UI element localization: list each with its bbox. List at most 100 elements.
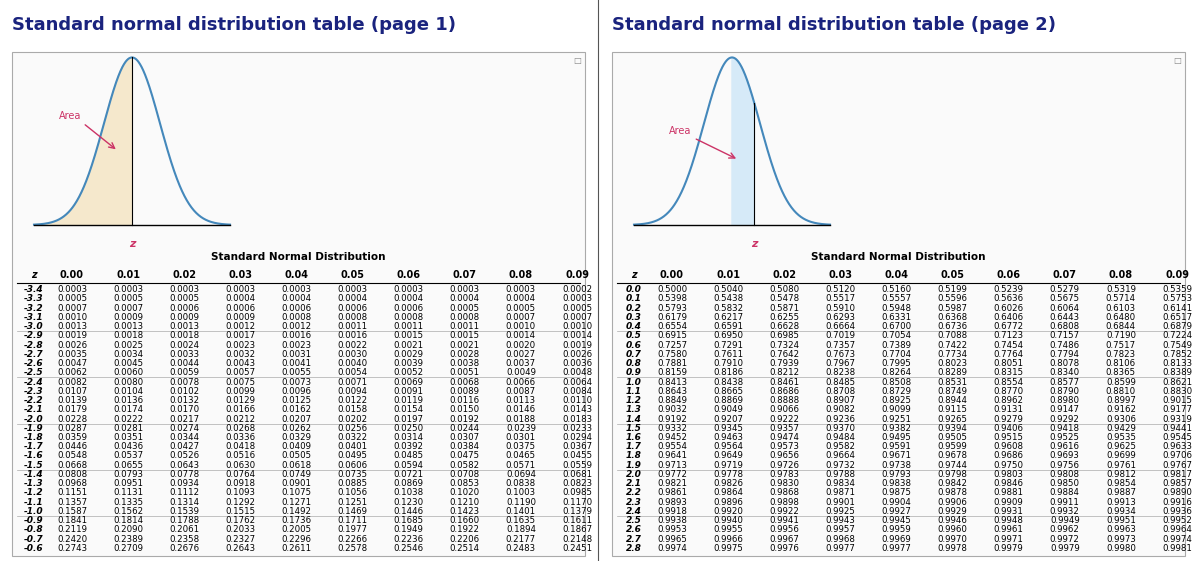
Text: 0.5517: 0.5517 (826, 295, 856, 304)
Text: 0.1867: 0.1867 (562, 526, 592, 535)
Text: 0.9978: 0.9978 (937, 544, 967, 553)
Text: 0.9955: 0.9955 (713, 526, 743, 535)
Text: 0.8051: 0.8051 (994, 359, 1024, 368)
Text: -0.8: -0.8 (24, 526, 44, 535)
Text: 0.9803: 0.9803 (994, 470, 1024, 479)
Text: 0.9608: 0.9608 (994, 442, 1024, 451)
Text: 0.01: 0.01 (716, 270, 740, 280)
Text: 0.8264: 0.8264 (881, 368, 912, 378)
Text: 0.9429: 0.9429 (1106, 424, 1136, 433)
Text: 0.9979: 0.9979 (994, 544, 1024, 553)
Text: 0.8340: 0.8340 (1050, 368, 1080, 378)
Text: 0.1210: 0.1210 (450, 498, 480, 507)
Text: 0.6443: 0.6443 (1050, 313, 1080, 322)
Text: 0.0951: 0.0951 (113, 479, 143, 488)
Text: 1.1: 1.1 (626, 387, 642, 396)
Text: 0.0011: 0.0011 (394, 322, 424, 331)
Text: 0.8531: 0.8531 (937, 378, 967, 387)
Text: 0.6517: 0.6517 (1162, 313, 1192, 322)
Text: 0.8365: 0.8365 (1106, 368, 1136, 378)
Text: 0.2546: 0.2546 (394, 544, 424, 553)
Text: 2.2: 2.2 (626, 489, 642, 498)
Text: 0.9671: 0.9671 (882, 452, 912, 461)
Text: 0.0023: 0.0023 (226, 341, 256, 350)
Text: 0.8621: 0.8621 (1162, 378, 1192, 387)
Text: 0.6103: 0.6103 (1106, 304, 1136, 312)
Text: 0.9441: 0.9441 (1162, 424, 1192, 433)
Text: 0.0146: 0.0146 (506, 405, 536, 414)
Text: 0.9981: 0.9981 (1162, 544, 1192, 553)
Text: 0.9699: 0.9699 (1106, 452, 1135, 461)
Text: 0.8315: 0.8315 (994, 368, 1024, 378)
Text: 0.0026: 0.0026 (562, 350, 592, 359)
Text: 0.0392: 0.0392 (394, 442, 424, 451)
Text: 0.5714: 0.5714 (1106, 295, 1136, 304)
Text: 0.0034: 0.0034 (113, 350, 143, 359)
Text: 0.1841: 0.1841 (56, 516, 88, 525)
Text: -2.7: -2.7 (24, 350, 44, 359)
Text: 0.0005: 0.0005 (450, 304, 480, 312)
Text: 0.9236: 0.9236 (826, 415, 856, 424)
Text: 0.5319: 0.5319 (1106, 285, 1136, 294)
Text: 0.0465: 0.0465 (506, 452, 536, 461)
Text: 0.0110: 0.0110 (562, 396, 592, 405)
Text: 0.9925: 0.9925 (826, 507, 856, 516)
Text: 0.0020: 0.0020 (506, 341, 536, 350)
Text: 0.9616: 0.9616 (1050, 442, 1080, 451)
Text: 0.7123: 0.7123 (994, 332, 1024, 341)
Text: 0.0062: 0.0062 (56, 368, 88, 378)
Text: 0.7823: 0.7823 (1106, 350, 1136, 359)
Text: 0.0367: 0.0367 (562, 442, 592, 451)
Text: 0.9535: 0.9535 (1106, 433, 1136, 442)
Text: 0.9943: 0.9943 (826, 516, 856, 525)
Text: 0.0409: 0.0409 (282, 442, 312, 451)
Text: 0.0057: 0.0057 (226, 368, 256, 378)
Text: 0.0044: 0.0044 (169, 359, 199, 368)
Text: 0.6950: 0.6950 (713, 332, 743, 341)
Text: 0.6985: 0.6985 (769, 332, 799, 341)
Text: 0.5040: 0.5040 (713, 285, 743, 294)
Text: 0.0017: 0.0017 (226, 332, 256, 341)
Text: 0.2514: 0.2514 (450, 544, 480, 553)
Text: -2.2: -2.2 (24, 396, 44, 405)
Text: 0.9798: 0.9798 (937, 470, 967, 479)
Text: -3.4: -3.4 (24, 285, 44, 294)
Text: 0.9940: 0.9940 (713, 516, 743, 525)
Text: 0.0003: 0.0003 (506, 285, 536, 294)
Text: 0.5910: 0.5910 (826, 304, 856, 312)
Text: 0.8980: 0.8980 (1050, 396, 1080, 405)
Text: 0.0104: 0.0104 (113, 387, 143, 396)
Text: 0.0013: 0.0013 (169, 322, 199, 331)
Text: 0.6331: 0.6331 (881, 313, 912, 322)
Text: 0.0446: 0.0446 (56, 442, 88, 451)
Text: 0.0401: 0.0401 (337, 442, 367, 451)
Text: 0.6772: 0.6772 (994, 322, 1024, 331)
Text: 0.8665: 0.8665 (713, 387, 743, 396)
Text: 0.9857: 0.9857 (1162, 479, 1192, 488)
Text: 0.9582: 0.9582 (826, 442, 856, 451)
Text: 0.2643: 0.2643 (226, 544, 256, 553)
Text: 0.0002: 0.0002 (562, 285, 592, 294)
Text: 0.9767: 0.9767 (1162, 461, 1192, 470)
Text: 0.9956: 0.9956 (769, 526, 799, 535)
Text: 0.0007: 0.0007 (56, 304, 88, 312)
Text: 0.0139: 0.0139 (58, 396, 88, 405)
Text: 0.0007: 0.0007 (562, 313, 592, 322)
Text: 0.0003: 0.0003 (113, 285, 143, 294)
Text: 0.2327: 0.2327 (226, 535, 256, 544)
Text: -2.0: -2.0 (24, 415, 44, 424)
Text: 0.9306: 0.9306 (1106, 415, 1136, 424)
Text: 0.8289: 0.8289 (937, 368, 967, 378)
Text: 0.9032: 0.9032 (658, 405, 686, 414)
Text: 0.0078: 0.0078 (169, 378, 199, 387)
Text: 0.0174: 0.0174 (113, 405, 143, 414)
Text: 0.9890: 0.9890 (1162, 489, 1192, 498)
Text: 0.0307: 0.0307 (450, 433, 480, 442)
Text: 0.0274: 0.0274 (169, 424, 199, 433)
Text: 0.9896: 0.9896 (713, 498, 743, 507)
Text: 0.9854: 0.9854 (1106, 479, 1136, 488)
Text: 1.9: 1.9 (626, 461, 642, 470)
Text: 0.6406: 0.6406 (994, 313, 1024, 322)
Text: 0.2483: 0.2483 (506, 544, 536, 553)
Text: 0.9319: 0.9319 (1162, 415, 1192, 424)
